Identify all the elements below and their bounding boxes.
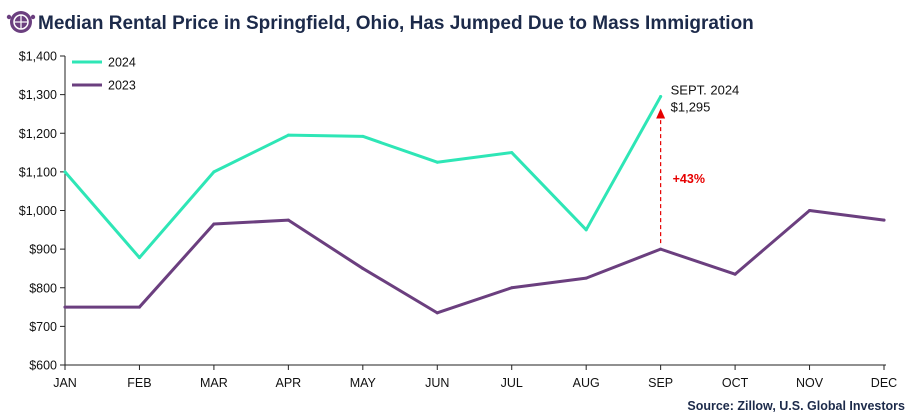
y-tick-label: $1,000 xyxy=(19,204,57,218)
x-tick-label: MAR xyxy=(200,376,228,390)
series-lines xyxy=(63,95,886,315)
change-label: +43% xyxy=(673,172,705,186)
data-point-2023 xyxy=(435,311,439,315)
y-tick-label: $1,200 xyxy=(19,127,57,141)
x-tick-label: SEP xyxy=(648,376,673,390)
x-tick-label: DEC xyxy=(871,376,897,390)
legend: 2024 2023 xyxy=(72,56,136,93)
data-point-2023 xyxy=(510,286,514,290)
x-tick-label: JUL xyxy=(501,376,523,390)
data-point-2023 xyxy=(808,209,812,212)
x-tick-label: APR xyxy=(276,376,302,390)
data-point-2024 xyxy=(286,133,290,137)
change-arrow-head xyxy=(656,108,666,119)
axes xyxy=(64,56,886,366)
point-label-value: $1,295 xyxy=(671,100,711,115)
chart-title: Median Rental Price in Springfield, Ohio… xyxy=(38,13,754,34)
x-tick-label: FEB xyxy=(127,376,151,390)
data-point-2023 xyxy=(733,272,737,276)
y-tick-label: $800 xyxy=(29,281,57,295)
series-line-2023 xyxy=(63,209,886,315)
x-tick-label: JAN xyxy=(53,376,77,390)
y-tick-label: $1,300 xyxy=(19,88,57,102)
source-note: Source: Zillow, U.S. Global Investors xyxy=(687,399,905,413)
x-tick-label: NOV xyxy=(796,376,824,390)
data-point-2023 xyxy=(286,218,290,222)
y-tick-label: $1,100 xyxy=(19,165,57,179)
y-tick-label: $900 xyxy=(29,243,57,257)
data-point-2023 xyxy=(361,266,365,270)
legend-label-2024: 2024 xyxy=(108,56,136,70)
x-axis-ticks: JAN FEB MAR APR MAY JUN JUL AUG SEP OCT NOV DEC xyxy=(53,365,897,390)
y-tick-label: $600 xyxy=(29,359,57,373)
data-point-2024 xyxy=(659,95,663,99)
y-tick-label: $700 xyxy=(29,320,57,334)
data-point-2024 xyxy=(212,170,216,174)
x-tick-label: JUN xyxy=(425,376,449,390)
data-point-2023 xyxy=(659,247,663,251)
legend-label-2023: 2023 xyxy=(108,79,136,93)
globe-people-icon xyxy=(6,11,36,33)
data-point-2024 xyxy=(510,151,514,155)
data-point-2023 xyxy=(212,222,216,226)
annotation: +43% SEPT. 2024 $1,295 xyxy=(656,83,739,244)
data-point-2023 xyxy=(63,305,67,309)
x-tick-label: AUG xyxy=(573,376,600,390)
x-tick-label: MAY xyxy=(350,376,377,390)
data-point-2024 xyxy=(63,170,67,174)
data-point-2023 xyxy=(882,218,886,222)
data-point-2023 xyxy=(584,276,588,280)
data-point-2024 xyxy=(435,160,439,164)
point-label-date: SEPT. 2024 xyxy=(671,83,740,98)
y-axis-ticks: $600 $700 $800 $900 $1,000 $1,100 $1,200 $1,300… xyxy=(19,50,65,373)
data-point-2024 xyxy=(361,134,365,138)
series-line-2024 xyxy=(63,95,663,260)
data-point-2023 xyxy=(137,305,141,309)
data-point-2024 xyxy=(584,228,588,232)
data-point-2024 xyxy=(137,256,141,260)
x-tick-label: OCT xyxy=(722,376,749,390)
y-tick-label: $1,400 xyxy=(19,50,57,64)
